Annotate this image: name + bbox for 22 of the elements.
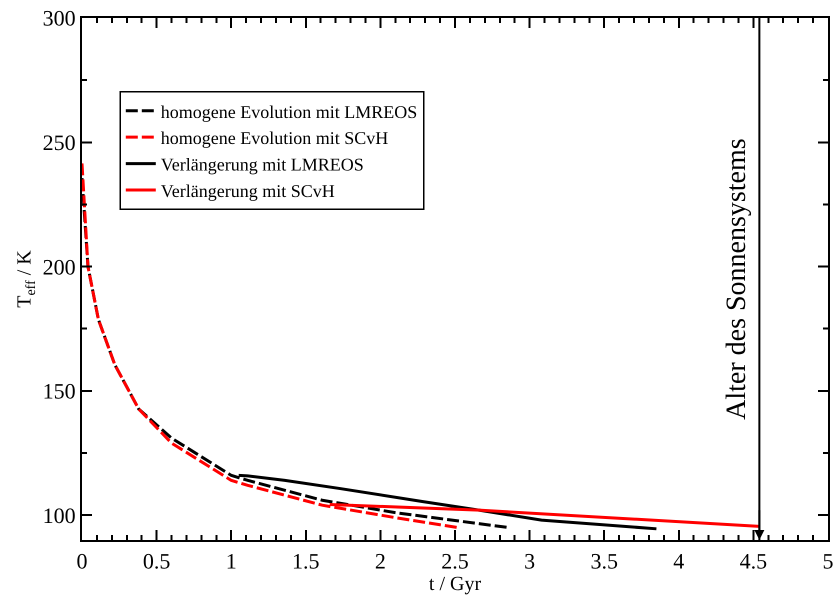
x-tick-label: 1: [226, 548, 237, 574]
x-axis-title: t / Gyr: [428, 573, 482, 595]
y-tick-label: 150: [42, 378, 76, 404]
legend-label: homogene Evolution mit SCvH: [160, 128, 388, 148]
x-tick-label: 2: [374, 548, 386, 574]
x-tick-label: 0: [76, 548, 88, 574]
x-tick-label: 0.5: [142, 548, 170, 574]
legend-label: Verlängerung mit SCvH: [160, 181, 335, 201]
legend-label: homogene Evolution mit LMREOS: [160, 102, 418, 122]
x-tick-label: 5: [822, 548, 834, 574]
ref-line-label: Alter des Sonnensystems: [720, 138, 752, 420]
x-tick-label: 4: [673, 548, 684, 574]
y-tick-label: 100: [42, 502, 76, 528]
x-tick-label: 3.5: [590, 548, 618, 574]
x-tick-label: 2.5: [441, 548, 469, 574]
x-tick-label: 4.5: [740, 548, 768, 574]
y-tick-label: 250: [42, 130, 76, 155]
legend-label: Verlängerung mit LMREOS: [160, 154, 364, 175]
x-tick-label: 3: [524, 548, 536, 574]
y-tick-label: 300: [42, 6, 76, 31]
x-tick-label: 1.5: [292, 548, 320, 574]
y-tick-label: 200: [42, 254, 76, 280]
